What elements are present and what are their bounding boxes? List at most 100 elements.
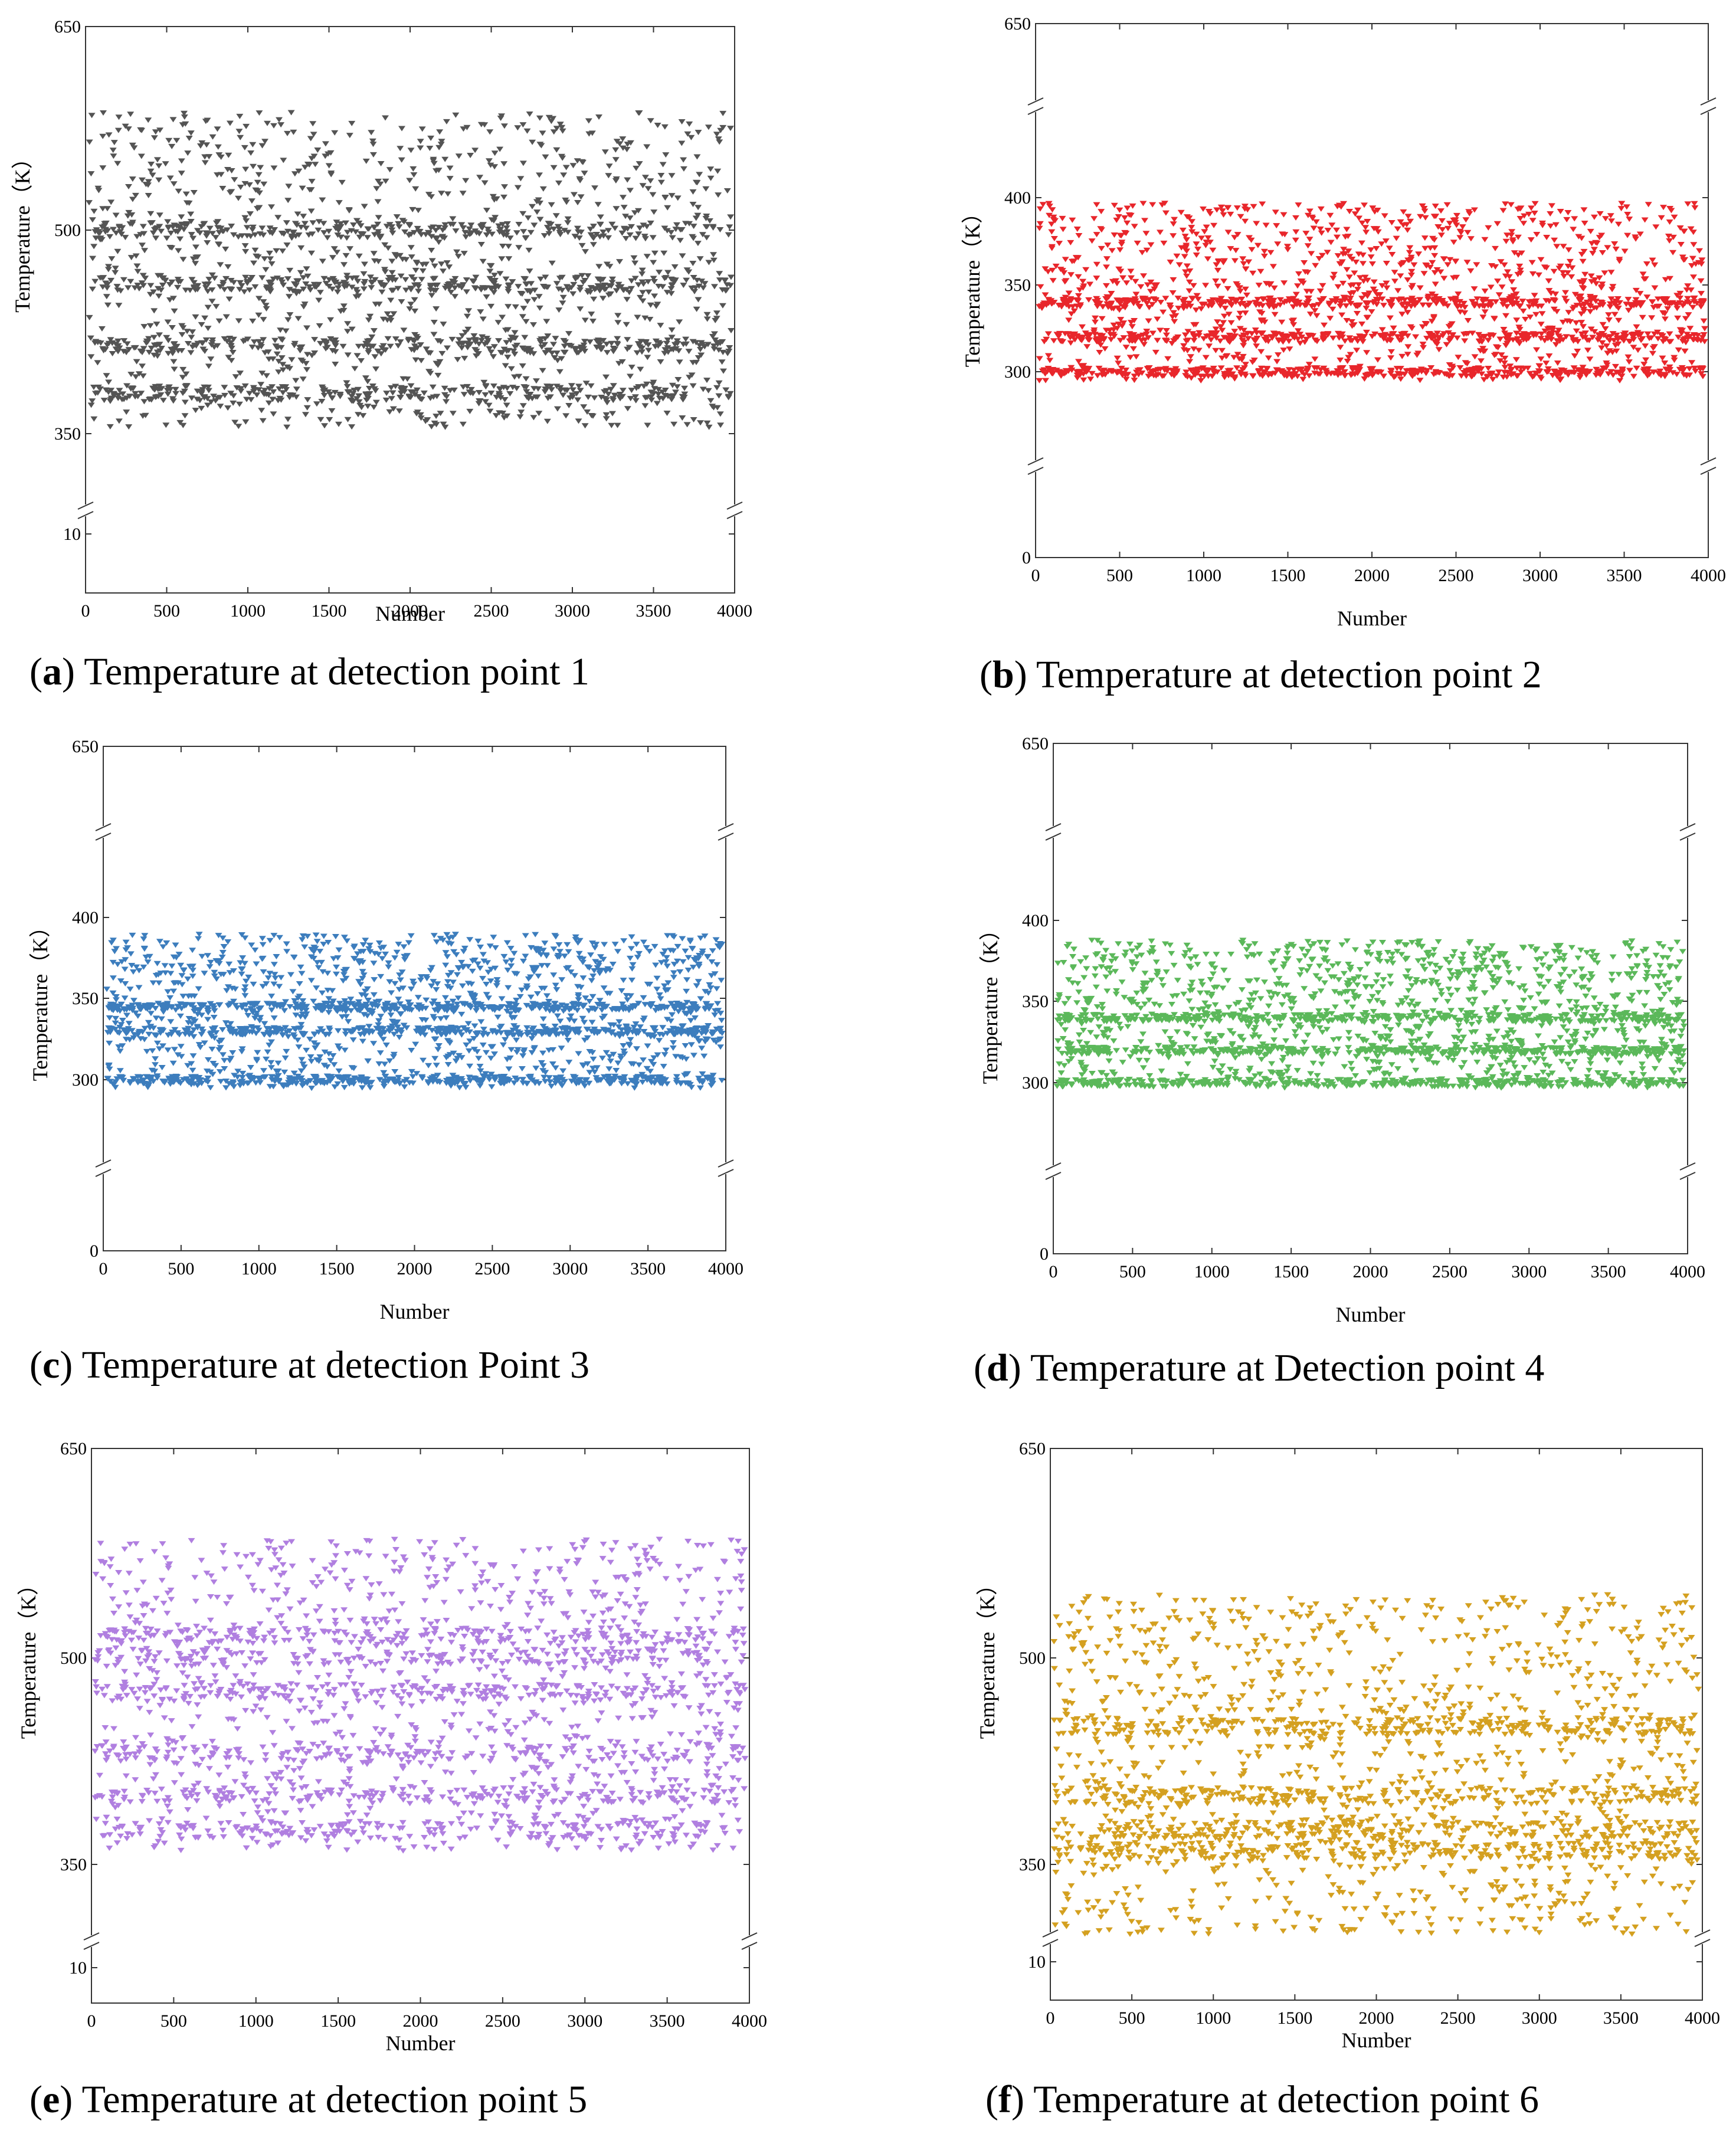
data-point — [1658, 215, 1665, 221]
data-point — [359, 413, 367, 419]
data-point — [1581, 221, 1588, 226]
data-point — [703, 235, 710, 241]
data-point — [1535, 272, 1542, 278]
data-point — [340, 303, 348, 309]
data-point — [368, 130, 375, 136]
data-point — [1359, 261, 1367, 267]
data-point — [133, 234, 141, 240]
data-point — [621, 227, 628, 232]
x-tick-label: 0 — [81, 601, 90, 621]
data-point — [178, 332, 186, 337]
axis-break-mark — [1027, 97, 1044, 106]
data-point — [112, 230, 120, 236]
data-point — [1432, 281, 1439, 287]
data-point — [268, 261, 276, 267]
data-point — [1036, 225, 1043, 231]
data-point — [1416, 285, 1424, 291]
data-point — [1537, 376, 1545, 382]
data-point — [444, 191, 451, 197]
data-point — [1649, 257, 1656, 263]
data-point — [667, 230, 675, 235]
data-point — [460, 251, 468, 257]
data-point — [514, 185, 522, 191]
data-point — [325, 284, 333, 289]
data-point — [110, 140, 118, 146]
data-point — [1117, 317, 1125, 323]
data-point — [124, 213, 132, 219]
data-point — [1306, 237, 1314, 242]
data-point — [430, 156, 437, 162]
data-point — [437, 411, 444, 417]
data-point — [139, 350, 146, 356]
data-point — [1363, 350, 1371, 356]
data-point — [330, 246, 338, 252]
data-point — [1312, 219, 1320, 225]
data-point — [663, 228, 671, 234]
x-tick-label: 4000 — [717, 601, 752, 621]
data-point — [1443, 202, 1451, 208]
data-point — [613, 340, 621, 346]
data-point — [1341, 338, 1349, 344]
data-point — [664, 337, 672, 343]
data-point — [317, 340, 324, 346]
data-point — [366, 391, 374, 396]
data-point — [373, 186, 381, 192]
data-point — [1132, 278, 1139, 284]
data-point — [726, 224, 733, 230]
data-point — [727, 214, 735, 220]
data-point — [250, 163, 257, 169]
data-point — [107, 199, 115, 205]
data-point — [263, 373, 270, 379]
data-point — [522, 385, 530, 391]
data-point — [450, 222, 457, 228]
data-point — [374, 348, 381, 354]
data-point — [89, 286, 96, 292]
data-point — [134, 268, 142, 274]
caption-letter: a — [42, 650, 62, 693]
data-point — [639, 298, 647, 304]
data-point — [261, 256, 268, 262]
data-point — [1134, 240, 1141, 246]
data-point — [573, 391, 581, 396]
data-point — [1571, 216, 1578, 222]
data-point — [1249, 359, 1256, 365]
data-point — [1390, 325, 1397, 331]
data-point — [1361, 202, 1368, 208]
data-point — [1162, 210, 1170, 216]
data-point — [184, 341, 192, 346]
data-point — [389, 406, 397, 412]
data-point — [319, 258, 326, 264]
data-point — [1368, 309, 1375, 315]
data-point — [203, 233, 210, 239]
data-point — [1487, 284, 1495, 290]
data-point — [695, 283, 703, 289]
data-point — [483, 982, 490, 987]
data-point — [674, 195, 682, 201]
data-point — [187, 219, 195, 224]
y-tick-label: 650 — [54, 17, 81, 37]
data-point — [575, 418, 582, 424]
data-point — [1308, 251, 1315, 257]
data-point — [584, 273, 592, 279]
data-point — [1547, 211, 1554, 217]
data-point — [407, 148, 415, 153]
caption-text: Temperature at detection point 1 — [84, 650, 589, 693]
data-point — [418, 126, 426, 132]
data-point — [129, 221, 136, 227]
data-point — [603, 342, 611, 348]
data-point — [1175, 262, 1183, 268]
data-point — [705, 424, 713, 430]
x-tick-label: 1500 — [1270, 566, 1306, 585]
data-point — [256, 296, 263, 301]
data-point — [689, 383, 697, 389]
data-point — [535, 197, 542, 203]
data-point — [664, 205, 672, 211]
data-point — [1342, 303, 1350, 309]
data-point — [243, 233, 251, 239]
data-point — [703, 214, 710, 219]
data-point — [635, 110, 643, 116]
data-point — [1685, 312, 1692, 318]
data-point — [577, 306, 584, 312]
data-point — [123, 395, 130, 401]
data-point — [627, 1037, 634, 1043]
